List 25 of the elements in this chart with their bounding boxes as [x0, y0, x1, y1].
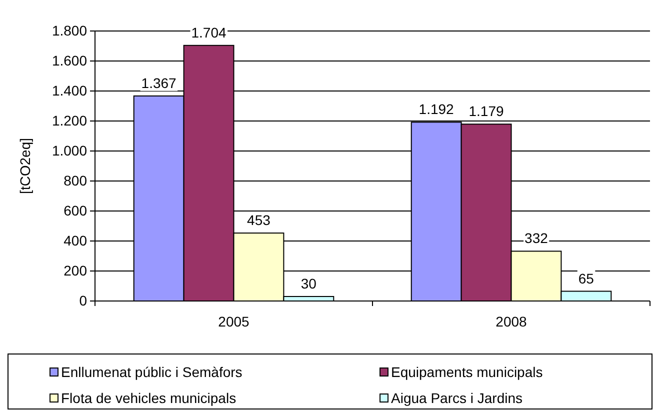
y-axis-title: [tCO2eq]: [17, 138, 33, 194]
x-tick-label: 2008: [496, 313, 528, 330]
data-label: 65: [578, 270, 594, 286]
data-label: 453: [247, 212, 271, 228]
y-tick-label: 1.800: [52, 22, 88, 38]
legend-label: Equipaments municipals: [391, 364, 543, 380]
x-tick-label: 2005: [218, 313, 250, 330]
legend-label: Enllumenat públic i Semàfors: [61, 364, 242, 380]
y-tick-label: 600: [64, 202, 88, 218]
y-tick-label: 400: [64, 232, 88, 248]
data-label: 1.192: [418, 101, 454, 118]
data-label: 1.179: [468, 103, 504, 120]
y-tick-label: 1.400: [52, 82, 88, 98]
legend-label: Flota de vehicles municipals: [61, 390, 236, 406]
y-tick-label: 1.200: [52, 112, 88, 128]
y-tick-label: 0: [79, 292, 88, 308]
y-tick-label: 1.000: [52, 142, 88, 158]
y-tick-label: 1.600: [52, 52, 88, 68]
data-label: 1.704: [191, 24, 226, 40]
y-tick-label: 800: [64, 172, 88, 188]
data-label: 30: [300, 276, 317, 292]
data-label: 1.367: [141, 74, 177, 91]
data-label: 332: [524, 230, 548, 246]
y-tick-label: 200: [64, 262, 88, 278]
legend-label: Aigua Parcs i Jardins: [391, 390, 523, 406]
